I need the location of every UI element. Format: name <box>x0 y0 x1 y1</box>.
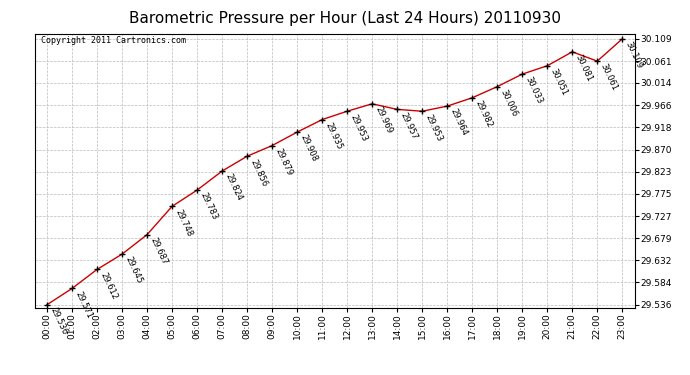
Text: 30.081: 30.081 <box>573 53 594 83</box>
Text: 29.783: 29.783 <box>199 192 219 222</box>
Text: 29.964: 29.964 <box>448 108 469 138</box>
Text: 30.061: 30.061 <box>599 63 619 93</box>
Text: 29.856: 29.856 <box>248 158 269 188</box>
Text: 29.687: 29.687 <box>148 236 169 266</box>
Text: 29.969: 29.969 <box>373 105 394 135</box>
Text: 29.748: 29.748 <box>173 208 194 238</box>
Text: 29.953: 29.953 <box>424 112 444 143</box>
Text: 30.033: 30.033 <box>524 75 544 106</box>
Text: 29.953: 29.953 <box>348 112 369 143</box>
Text: 30.109: 30.109 <box>624 40 644 70</box>
Text: 29.612: 29.612 <box>99 271 119 301</box>
Text: 29.645: 29.645 <box>124 255 144 286</box>
Text: 29.957: 29.957 <box>399 111 419 141</box>
Text: 29.982: 29.982 <box>473 99 494 129</box>
Text: Copyright 2011 Cartronics.com: Copyright 2011 Cartronics.com <box>41 36 186 45</box>
Text: Barometric Pressure per Hour (Last 24 Hours) 20110930: Barometric Pressure per Hour (Last 24 Ho… <box>129 11 561 26</box>
Text: 29.571: 29.571 <box>73 290 94 320</box>
Text: 29.908: 29.908 <box>299 134 319 164</box>
Text: 29.536: 29.536 <box>48 306 69 336</box>
Text: 29.935: 29.935 <box>324 121 344 151</box>
Text: 30.051: 30.051 <box>549 67 569 97</box>
Text: 29.824: 29.824 <box>224 172 244 202</box>
Text: 30.006: 30.006 <box>499 88 519 118</box>
Text: 29.879: 29.879 <box>273 147 294 177</box>
